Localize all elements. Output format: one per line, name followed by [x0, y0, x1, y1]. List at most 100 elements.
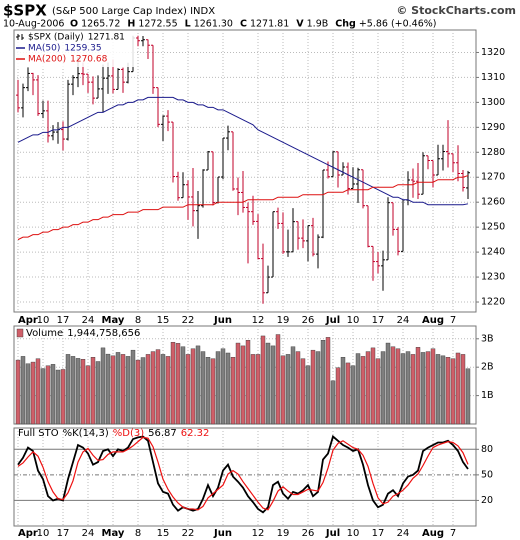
volume-bar — [295, 351, 301, 425]
x-tick-label: 15 — [157, 528, 170, 539]
y-tick-label: 1270 — [481, 172, 505, 183]
x-tick-label: 24 — [397, 528, 410, 539]
volume-bar — [415, 347, 421, 425]
x-tick-label: 24 — [82, 528, 95, 539]
volume-bar — [350, 365, 356, 425]
volume-bar — [455, 352, 461, 425]
volume-bar — [110, 355, 116, 425]
volume-bar — [45, 365, 51, 425]
subtitle: (S&P 500 Large Cap Index) INDX — [52, 6, 215, 17]
legend-label: $SPX (Daily) — [28, 33, 84, 43]
y-tick-label: 1320 — [481, 47, 505, 58]
quote-label: H — [127, 19, 135, 30]
stochastic-line — [17, 434, 469, 514]
x-tick-label: 17 — [57, 528, 70, 539]
symbol: $SPX — [3, 2, 47, 20]
volume-bar — [345, 362, 351, 425]
x-tick-label: 15 — [157, 315, 170, 326]
volume-bar — [145, 354, 151, 425]
y-tick-label: 80 — [481, 444, 493, 455]
x-tick-label: 26 — [302, 528, 315, 539]
volume-bar — [245, 340, 251, 425]
volume-bar — [70, 356, 76, 425]
volume-bar — [185, 354, 191, 425]
quote-value: 1.9B — [307, 19, 329, 30]
volume-bar — [90, 357, 96, 425]
volume-bar — [305, 365, 311, 425]
volume-bar — [290, 346, 296, 425]
volume-bar — [165, 356, 171, 425]
x-tick-label: 24 — [397, 315, 410, 326]
volume-bar — [235, 342, 241, 425]
volume-bar — [365, 351, 371, 425]
legend-value: 1271.81 — [88, 33, 125, 43]
volume-bar — [440, 355, 446, 425]
volume-bar — [420, 352, 426, 425]
volume-bar — [360, 356, 366, 425]
y-tick-label: 1300 — [481, 97, 505, 108]
volume-bar — [150, 351, 156, 425]
volume-bar — [200, 351, 206, 425]
volume-bar — [265, 342, 271, 425]
stochastic-line — [17, 436, 469, 511]
volume-bar — [230, 357, 236, 425]
volume-bar — [140, 357, 146, 425]
volume-bar — [25, 363, 31, 425]
x-tick-label: 22 — [182, 528, 195, 539]
volume-bar — [315, 351, 321, 425]
volume-bar — [125, 356, 131, 425]
y-tick-label: 2B — [481, 362, 494, 373]
quote-value: 1265.72 — [81, 19, 120, 30]
x-tick-label: May — [102, 528, 125, 539]
legend-value: 56.87 — [148, 428, 177, 439]
volume-bar — [255, 354, 261, 425]
volume-bar — [180, 346, 186, 425]
legend-swatch — [16, 34, 24, 40]
moving-average — [17, 175, 469, 241]
volume-bar — [445, 357, 451, 425]
x-tick-label: 19 — [277, 315, 290, 326]
x-tick-label: 19 — [277, 528, 290, 539]
volume-bar — [55, 369, 61, 425]
y-tick-label: 3B — [481, 333, 494, 344]
legend-label: MA(50) — [28, 44, 60, 54]
volume-bar — [300, 358, 306, 425]
volume-bar — [240, 345, 246, 425]
volume-bar — [225, 352, 231, 425]
volume-bar — [370, 347, 376, 425]
legend-value: 1270.68 — [70, 55, 107, 65]
x-tick-label: Jul — [325, 315, 340, 326]
x-tick-label: 8 — [135, 315, 141, 326]
volume-bar — [395, 348, 401, 425]
legend-label: MA(200) — [28, 55, 66, 65]
volume-bar — [465, 368, 471, 425]
volume-bar — [30, 361, 36, 425]
volume-bar — [385, 342, 391, 425]
y-tick-label: 1250 — [481, 222, 505, 233]
quote-value: 1271.81 — [250, 19, 289, 30]
quote-label: O — [70, 19, 78, 30]
volume-bar — [155, 349, 161, 425]
volume-bar — [50, 364, 56, 425]
volume-bar — [215, 351, 221, 425]
legend-label: %K(14,3) — [63, 428, 109, 439]
x-tick-label: 26 — [302, 315, 315, 326]
volume-bar — [460, 354, 466, 425]
x-tick-label: Apr — [18, 528, 38, 539]
x-tick-label: Jul — [325, 528, 340, 539]
volume-bar — [195, 345, 201, 425]
quote-label: L — [185, 19, 191, 30]
volume-bar — [135, 359, 141, 425]
legend-value: 62.32 — [181, 428, 210, 439]
moving-average — [17, 96, 469, 206]
volume-bar — [105, 353, 111, 425]
volume-bar — [120, 354, 126, 425]
volume-bar — [250, 354, 256, 425]
volume-bar — [270, 345, 276, 425]
legend-value: 1259.35 — [64, 44, 101, 54]
volume-bar — [20, 356, 26, 425]
volume-bar — [60, 369, 66, 425]
legend-label: %D(3) — [113, 428, 144, 439]
volume-bar — [380, 351, 386, 425]
